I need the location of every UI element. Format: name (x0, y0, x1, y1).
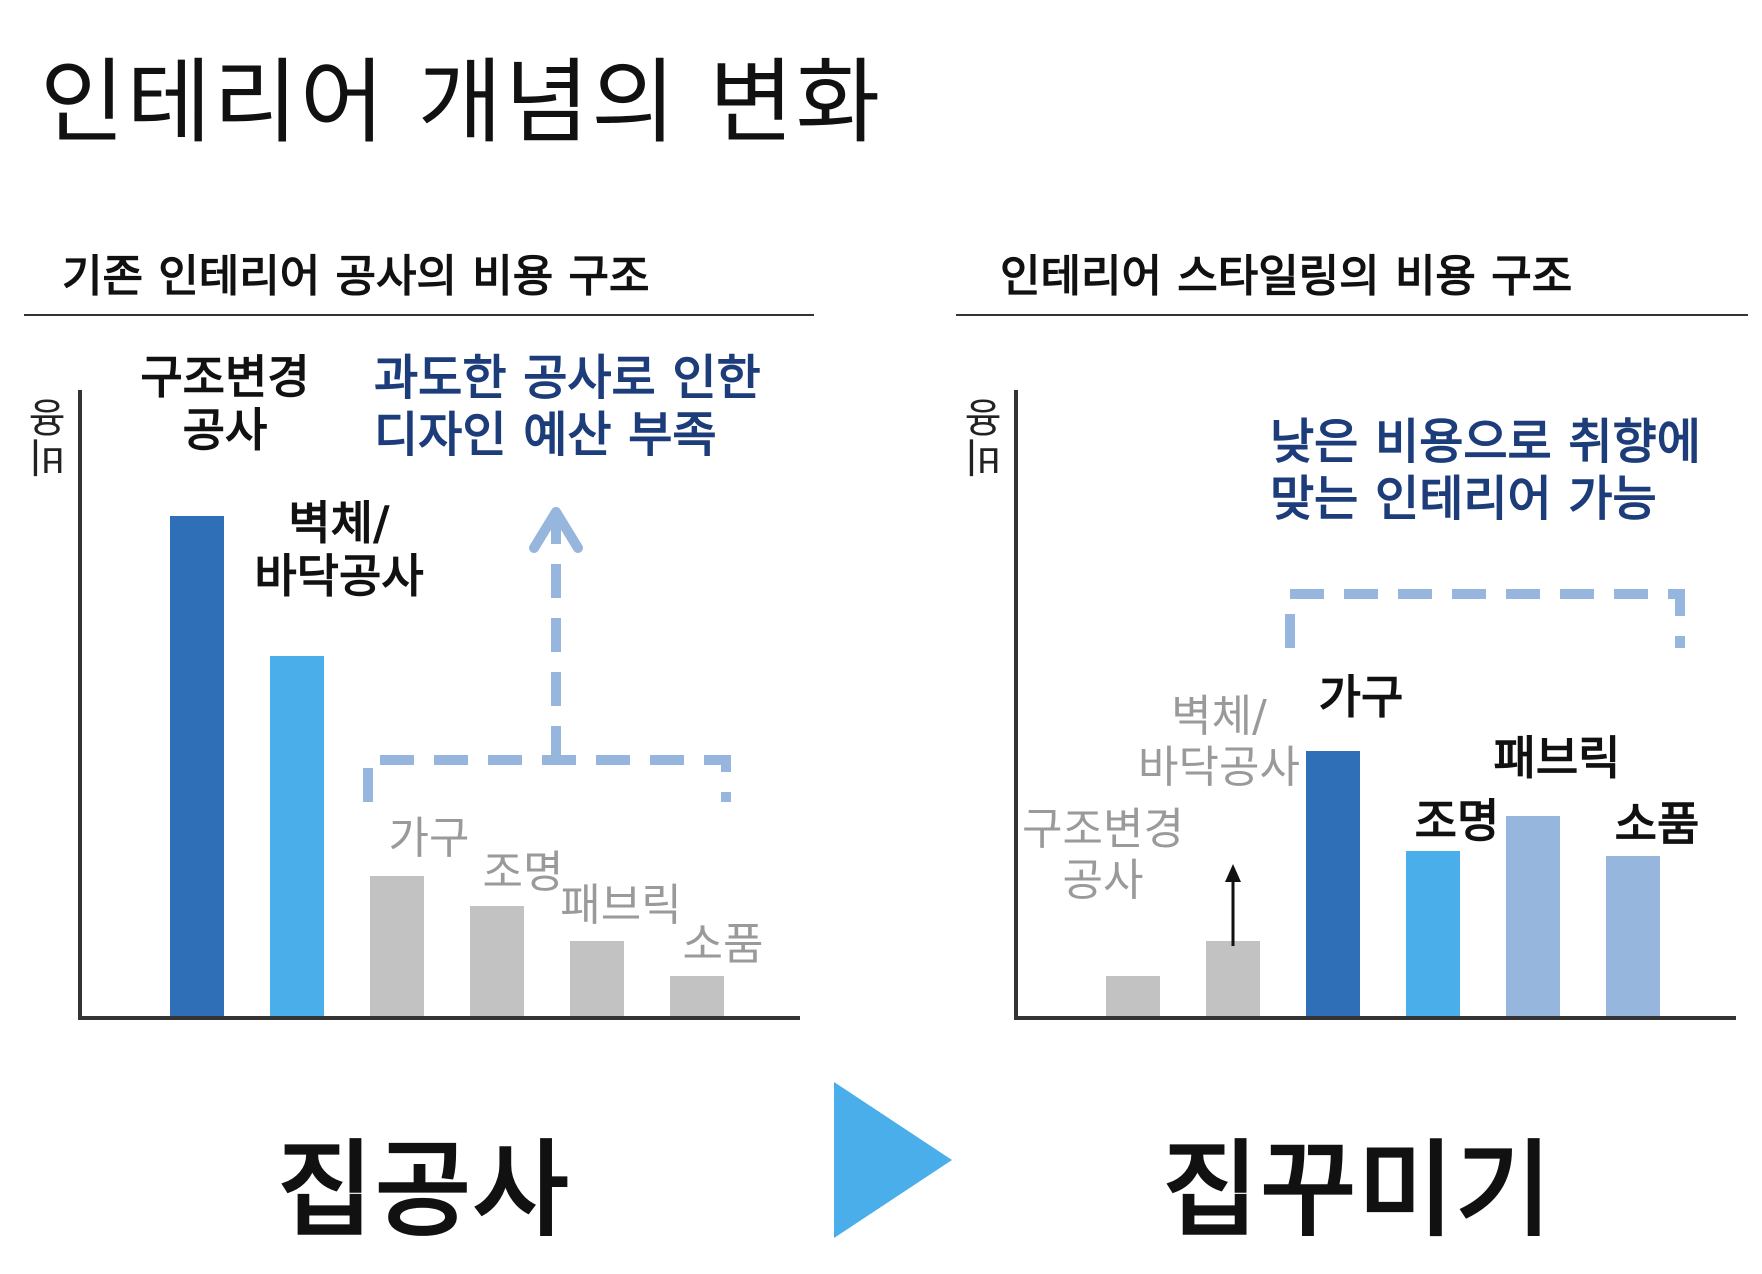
bar-label-left-0: 구조변경 공사 (140, 350, 310, 457)
bar-left-0 (170, 516, 224, 1016)
right-x-axis (1014, 1016, 1736, 1020)
bar-label-left-4: 패브릭 (560, 880, 682, 931)
right-y-axis (1014, 390, 1018, 1020)
transition-arrow-icon (834, 1082, 952, 1238)
bar-label-right-4: 패브릭 (1493, 731, 1621, 785)
left-note-line-1: 과도한 공사로 인한 (374, 350, 761, 406)
left-dashed-bracket (363, 518, 731, 802)
bar-right-3 (1406, 851, 1460, 1016)
left-divider (24, 314, 814, 316)
bar-right-4 (1506, 816, 1560, 1016)
left-y-axis (78, 390, 82, 1020)
left-x-axis (78, 1016, 800, 1020)
left-bottom-label: 집공사 (277, 1129, 571, 1251)
bar-right-2 (1306, 751, 1360, 1016)
bar-label-right-5: 소품 (1614, 797, 1700, 851)
bar-left-5 (670, 976, 724, 1016)
right-bottom-label: 집꾸미기 (1162, 1129, 1554, 1251)
right-note-line-1: 낮은 비용으로 취향에 (1270, 414, 1701, 470)
bar-label-right-0: 구조변경 공사 (1022, 804, 1184, 906)
bar-left-4 (570, 941, 624, 1016)
right-note-line-2: 맞는 인테리어 가능 (1270, 470, 1657, 527)
increase-arrow-icon (1225, 864, 1241, 946)
right-dashed-bracket (1285, 589, 1685, 648)
bar-right-1 (1206, 941, 1260, 1016)
right-panel-title: 인테리어 스타일링의 비용 구조 (1000, 251, 1573, 302)
bar-left-3 (470, 906, 524, 1016)
bar-right-5 (1606, 856, 1660, 1016)
left-dashed-arrow-head (529, 507, 583, 553)
bar-label-right-1: 벽체/바닥공사 (1138, 691, 1300, 793)
bar-left-1 (270, 656, 324, 1016)
bar-label-right-2: 가구 (1318, 670, 1404, 724)
bar-label-left-1: 벽체/바닥공사 (254, 496, 424, 603)
bar-right-0 (1106, 976, 1160, 1016)
right-divider (956, 314, 1748, 316)
left-panel-title: 기존 인테리어 공사의 비용 구조 (62, 251, 650, 302)
bar-label-left-2: 가구 (388, 813, 470, 864)
page-title: 인테리어 개념의 변화 (40, 49, 883, 156)
bar-label-left-3: 조명 (482, 847, 564, 898)
bar-left-2 (370, 876, 424, 1016)
bar-label-right-3: 조명 (1414, 794, 1500, 848)
bar-label-left-5: 소품 (682, 919, 764, 970)
left-note-line-2: 디자인 예산 부족 (374, 406, 717, 463)
left-note: 과도한 공사로 인한 디자인 예산 부족 (374, 350, 761, 463)
right-note: 낮은 비용으로 취향에 맞는 인테리어 가능 (1270, 414, 1701, 527)
